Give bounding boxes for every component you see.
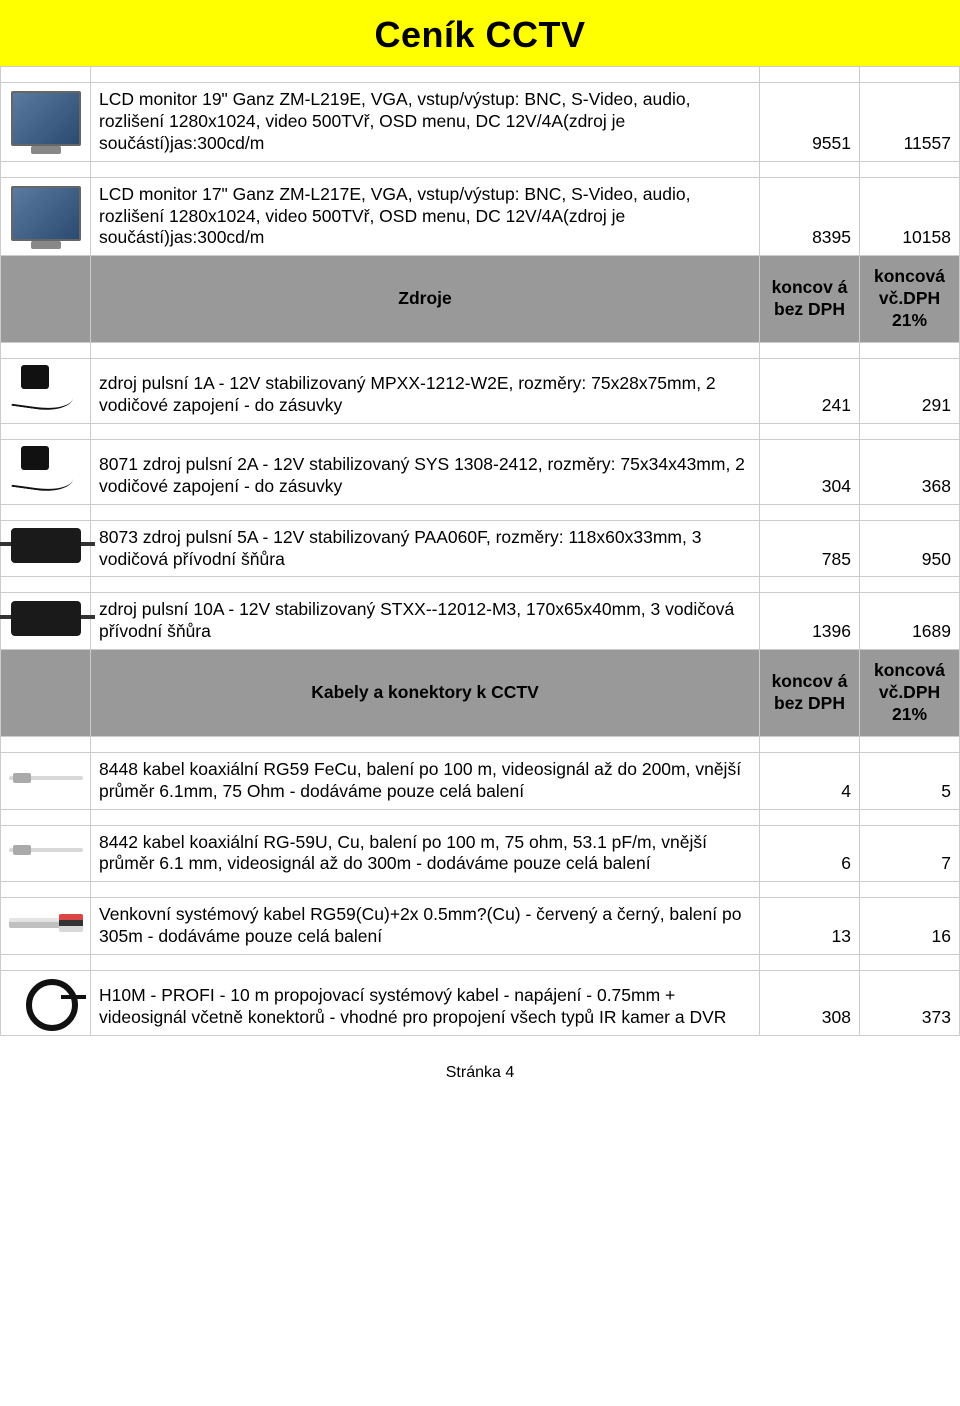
product-description: LCD monitor 19" Ganz ZM-L219E, VGA, vstu… (91, 83, 760, 162)
page-title-bar: Ceník CCTV (0, 0, 960, 66)
section-title: Zdroje (91, 256, 760, 343)
price-without-vat: 6 (760, 825, 860, 882)
price-with-vat: 11557 (860, 83, 960, 162)
col-header-bez-dph: koncov á bez DPH (760, 650, 860, 737)
product-description: Venkovní systémový kabel RG59(Cu)+2x 0.5… (91, 898, 760, 955)
price-without-vat: 8395 (760, 177, 860, 256)
product-description: 8073 zdroj pulsní 5A - 12V stabilizovaný… (91, 520, 760, 577)
spacer-row (1, 504, 960, 520)
product-image-cell (1, 971, 91, 1036)
spacer-row (1, 67, 960, 83)
price-with-vat: 16 (860, 898, 960, 955)
power-brick-icon (11, 528, 81, 563)
product-description: H10M - PROFI - 10 m propojovací systémov… (91, 971, 760, 1036)
price-without-vat: 1396 (760, 593, 860, 650)
table-row: zdroj pulsní 10A - 12V stabilizovaný STX… (1, 593, 960, 650)
product-description: 8071 zdroj pulsní 2A - 12V stabilizovaný… (91, 439, 760, 504)
price-without-vat: 4 (760, 752, 860, 809)
price-with-vat: 7 (860, 825, 960, 882)
table-row: 8448 kabel koaxiální RG59 FeCu, balení p… (1, 752, 960, 809)
product-description: LCD monitor 17" Ganz ZM-L217E, VGA, vstu… (91, 177, 760, 256)
spacer-row (1, 423, 960, 439)
table-row: LCD monitor 17" Ganz ZM-L217E, VGA, vstu… (1, 177, 960, 256)
table-row: 8071 zdroj pulsní 2A - 12V stabilizovaný… (1, 439, 960, 504)
price-with-vat: 5 (860, 752, 960, 809)
price-with-vat: 1689 (860, 593, 960, 650)
price-without-vat: 308 (760, 971, 860, 1036)
price-without-vat: 13 (760, 898, 860, 955)
cable-icon (9, 839, 83, 861)
monitor-icon (11, 91, 81, 146)
price-table: LCD monitor 19" Ganz ZM-L219E, VGA, vstu… (0, 66, 960, 1036)
product-description: zdroj pulsní 1A - 12V stabilizovaný MPXX… (91, 358, 760, 423)
product-image-cell (1, 358, 91, 423)
table-row: Venkovní systémový kabel RG59(Cu)+2x 0.5… (1, 898, 960, 955)
spacer-row (1, 577, 960, 593)
price-with-vat: 950 (860, 520, 960, 577)
page-footer: Stránka 4 (0, 1036, 960, 1092)
spacer-row (1, 736, 960, 752)
product-image-cell (1, 752, 91, 809)
section-header-zdroje: Zdroje koncov á bez DPH koncová vč.DPH 2… (1, 256, 960, 343)
cable-coil-icon (16, 975, 76, 1025)
table-row: LCD monitor 19" Ganz ZM-L219E, VGA, vstu… (1, 83, 960, 162)
price-with-vat: 291 (860, 358, 960, 423)
price-with-vat: 373 (860, 971, 960, 1036)
price-without-vat: 304 (760, 439, 860, 504)
spacer-row (1, 161, 960, 177)
product-image-cell (1, 83, 91, 162)
price-without-vat: 241 (760, 358, 860, 423)
product-image-cell (1, 898, 91, 955)
product-description: 8448 kabel koaxiální RG59 FeCu, balení p… (91, 752, 760, 809)
spacer-row (1, 882, 960, 898)
product-description: zdroj pulsní 10A - 12V stabilizovaný STX… (91, 593, 760, 650)
price-with-vat: 368 (860, 439, 960, 504)
price-without-vat: 9551 (760, 83, 860, 162)
table-row: H10M - PROFI - 10 m propojovací systémov… (1, 971, 960, 1036)
page-title: Ceník CCTV (0, 14, 960, 56)
spacer-row (1, 342, 960, 358)
section-title: Kabely a konektory k CCTV (91, 650, 760, 737)
col-header-bez-dph: koncov á bez DPH (760, 256, 860, 343)
spacer-row (1, 955, 960, 971)
product-image-cell (1, 593, 91, 650)
power-adapter-icon (13, 444, 78, 494)
table-row: 8073 zdroj pulsní 5A - 12V stabilizovaný… (1, 520, 960, 577)
product-image-cell (1, 439, 91, 504)
monitor-icon (11, 186, 81, 241)
spacer-row (1, 809, 960, 825)
cable-icon (9, 767, 83, 789)
power-adapter-icon (13, 363, 78, 413)
table-row: zdroj pulsní 1A - 12V stabilizovaný MPXX… (1, 358, 960, 423)
col-header-vc-dph: koncová vč.DPH 21% (860, 256, 960, 343)
price-without-vat: 785 (760, 520, 860, 577)
cable-multi-icon (9, 912, 83, 934)
price-with-vat: 10158 (860, 177, 960, 256)
product-image-cell (1, 825, 91, 882)
product-image-cell (1, 177, 91, 256)
power-brick-icon (11, 601, 81, 636)
product-image-cell (1, 520, 91, 577)
col-header-vc-dph: koncová vč.DPH 21% (860, 650, 960, 737)
product-description: 8442 kabel koaxiální RG-59U, Cu, balení … (91, 825, 760, 882)
section-header-kabely: Kabely a konektory k CCTV koncov á bez D… (1, 650, 960, 737)
table-row: 8442 kabel koaxiální RG-59U, Cu, balení … (1, 825, 960, 882)
